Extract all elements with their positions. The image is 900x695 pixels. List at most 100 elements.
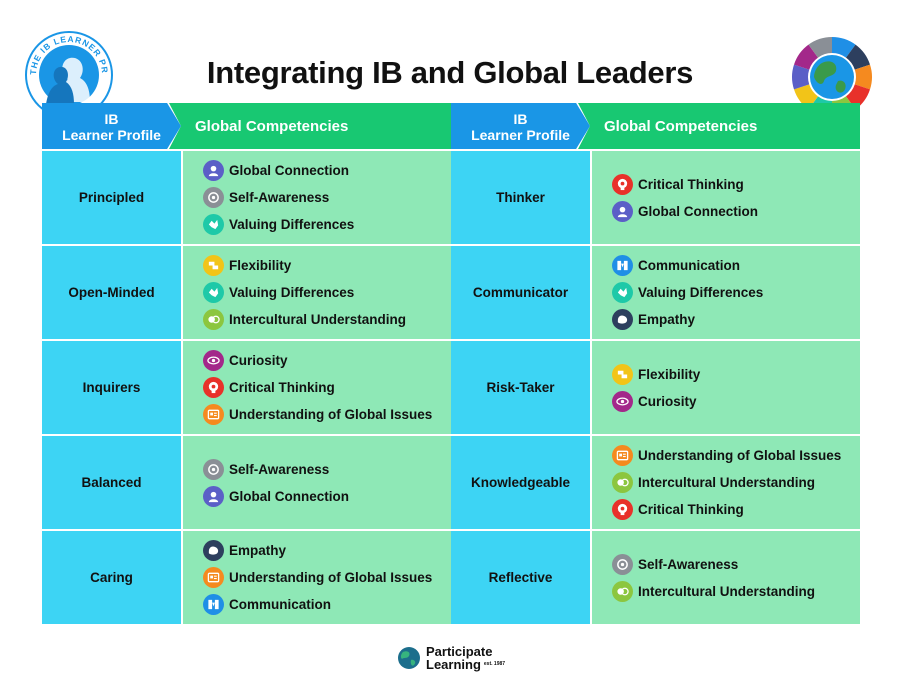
table-header: IB Learner Profile Global Competencies (451, 103, 860, 149)
competency-label: Curiosity (638, 393, 697, 409)
valuing-differences-icon (203, 282, 224, 303)
competency-label: Understanding of Global Issues (229, 407, 433, 422)
learner-profile-cell: Communicator (451, 246, 590, 339)
learner-profile-cell: Risk-Taker (451, 341, 590, 434)
globe-icon (398, 647, 420, 669)
competency-item: Understanding of Global Issues (203, 566, 451, 589)
competency-item: Intercultural Understanding (203, 308, 451, 331)
competency-label: Global Connection (638, 203, 758, 219)
communication-icon (612, 255, 633, 276)
page-title: Integrating IB and Global Leaders (206, 55, 694, 90)
competency-label: Curiosity (229, 353, 288, 368)
competency-item: Flexibility (203, 254, 451, 277)
empathy-icon (203, 540, 224, 561)
critical-thinking-icon (612, 499, 633, 520)
learner-profile-cell: Open-Minded (42, 246, 181, 339)
header-ib-learner-profile: IB Learner Profile (451, 103, 590, 149)
competency-item: Self-Awareness (203, 458, 451, 481)
competency-label: Empathy (229, 543, 287, 558)
competency-label: Empathy (638, 312, 696, 327)
header-global-competencies: Global Competencies (169, 103, 451, 149)
competencies-cell: Critical Thinking Global Connection (592, 151, 860, 244)
global-connection-icon (612, 200, 633, 222)
table-row: Knowledgeable Understanding of Global Iss… (451, 436, 860, 529)
brand-line-2: Learning (426, 657, 481, 672)
competency-label: Self-Awareness (229, 190, 330, 205)
competency-item: Valuing Differences (203, 213, 451, 236)
flexibility-icon (203, 255, 224, 276)
table-row: Risk-Taker Flexibility Curiosity (451, 341, 860, 434)
global-issues-icon (612, 445, 633, 466)
intercultural-understanding-icon (612, 580, 633, 602)
competency-item: Critical Thinking (612, 498, 860, 521)
global-issues-icon (203, 404, 224, 425)
competency-label: Global Connection (229, 163, 349, 178)
competency-item: Curiosity (203, 349, 451, 372)
header-global-competencies: Global Competencies (578, 103, 860, 149)
competency-label: Intercultural Understanding (229, 312, 407, 327)
participate-learning-logo: Participate Learning est. 1987 (397, 645, 505, 671)
competency-item: Critical Thinking (203, 376, 451, 399)
flexibility-icon (612, 363, 633, 385)
competencies-cell: Flexibility Curiosity (592, 341, 860, 434)
global-issues-icon (203, 567, 224, 588)
competency-item: Global Connection (203, 159, 451, 182)
competency-item: Understanding of Global Issues (612, 444, 860, 467)
learner-profile-cell: Reflective (451, 531, 590, 624)
valuing-differences-icon (612, 282, 633, 303)
competency-label: Understanding of Global Issues (229, 570, 433, 585)
competency-item: Curiosity (612, 390, 860, 413)
empathy-icon (612, 309, 633, 330)
valuing-differences-icon (203, 214, 224, 235)
table-row: Reflective Self-Awareness Intercultural Un… (451, 531, 860, 624)
critical-thinking-icon (612, 173, 633, 195)
global-connection-icon (203, 160, 224, 181)
learner-profile-cell: Thinker (451, 151, 590, 244)
competency-label: Valuing Differences (229, 285, 355, 300)
competency-label: Critical Thinking (638, 502, 744, 517)
competency-item: Communication (203, 593, 451, 616)
competency-label: Valuing Differences (638, 285, 764, 300)
competency-label: Understanding of Global Issues (638, 448, 842, 463)
competency-item: Intercultural Understanding (612, 580, 860, 603)
self-awareness-icon (203, 187, 224, 208)
table-row: Communicator Communication Valuing Differe… (451, 246, 860, 339)
table-row: Caring Empathy Understanding of Global Iss… (42, 531, 451, 624)
intercultural-understanding-icon (203, 309, 224, 330)
competencies-cell: Self-Awareness Global Connection (183, 436, 451, 529)
competency-label: Intercultural Understanding (638, 583, 816, 599)
competency-item: Communication (612, 254, 860, 277)
table-header: IB Learner Profile Global Competencies (42, 103, 451, 149)
competency-label: Self-Awareness (229, 461, 330, 477)
competency-item: Global Connection (203, 485, 451, 508)
competencies-cell: Communication Valuing Differences Empathy (592, 246, 860, 339)
learner-profile-cell: Knowledgeable (451, 436, 590, 529)
communication-icon (203, 594, 224, 615)
global-connection-icon (203, 485, 224, 507)
competency-item: Self-Awareness (612, 553, 860, 576)
competency-item: Flexibility (612, 363, 860, 386)
competencies-cell: Empathy Understanding of Global Issues Com… (183, 531, 451, 624)
competency-label: Communication (638, 258, 741, 273)
curiosity-icon (203, 350, 224, 371)
table-row: Inquirers Curiosity Critical Thinking Under… (42, 341, 451, 434)
learner-profile-cell: Principled (42, 151, 181, 244)
table-right: IB Learner Profile Global Competencies Thi… (451, 103, 860, 624)
competencies-cell: Flexibility Valuing Differences Intercultu… (183, 246, 451, 339)
competency-label: Self-Awareness (638, 556, 739, 572)
competency-item: Critical Thinking (612, 173, 860, 196)
competency-label: Communication (229, 597, 332, 612)
intercultural-understanding-icon (612, 472, 633, 493)
competency-label: Intercultural Understanding (638, 475, 816, 490)
table-left: IB Learner Profile Global Competencies Pri… (42, 103, 451, 624)
competency-item: Global Connection (612, 200, 860, 223)
competencies-cell: Global Connection Self-Awareness Valuing D… (183, 151, 451, 244)
brand-established: est. 1987 (483, 661, 506, 667)
competency-label: Valuing Differences (229, 217, 355, 232)
learner-profile-cell: Balanced (42, 436, 181, 529)
competency-item: Valuing Differences (612, 281, 860, 304)
table-row: Balanced Self-Awareness Global Connection (42, 436, 451, 529)
competency-label: Global Connection (229, 488, 349, 504)
competency-label: Flexibility (229, 258, 292, 273)
competency-item: Intercultural Understanding (612, 471, 860, 494)
